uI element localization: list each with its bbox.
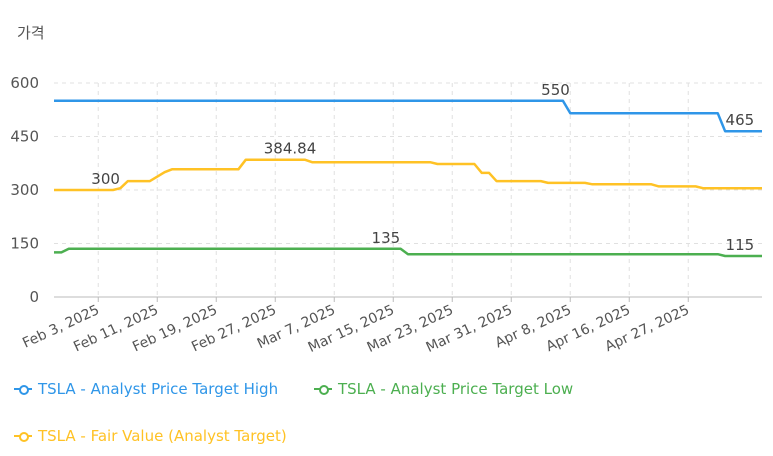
y-tick-label: 150 (10, 235, 39, 253)
data-label: 135 (372, 229, 401, 247)
legend-label-low: TSLA - Analyst Price Target Low (338, 380, 574, 398)
data-label: 384.84 (264, 140, 317, 158)
data-label: 300 (91, 170, 120, 188)
legend-label-high: TSLA - Analyst Price Target High (38, 380, 279, 398)
y-tick-label: 0 (29, 288, 39, 306)
series-line-1 (54, 247, 762, 258)
legend-item-low[interactable]: TSLA - Analyst Price Target Low (314, 380, 573, 398)
legend-marker-high (14, 384, 32, 395)
y-axis-title: 가격 (17, 24, 45, 42)
data-label: 115 (726, 236, 755, 254)
series-line-2 (54, 158, 762, 192)
y-tick-label: 600 (10, 74, 39, 92)
legend-item-fair-value[interactable]: TSLA - Fair Value (Analyst Target) (14, 427, 287, 445)
legend-marker-fair-value (14, 431, 32, 442)
y-tick-label: 300 (10, 181, 39, 199)
legend-item-high[interactable]: TSLA - Analyst Price Target High (14, 380, 278, 398)
legend-marker-low (314, 384, 332, 395)
legend-label-fair-value: TSLA - Fair Value (Analyst Target) (38, 427, 287, 445)
data-label: 550 (541, 81, 570, 99)
data-label: 465 (726, 111, 755, 129)
series-line-0 (54, 99, 762, 133)
y-tick-label: 450 (10, 128, 39, 146)
